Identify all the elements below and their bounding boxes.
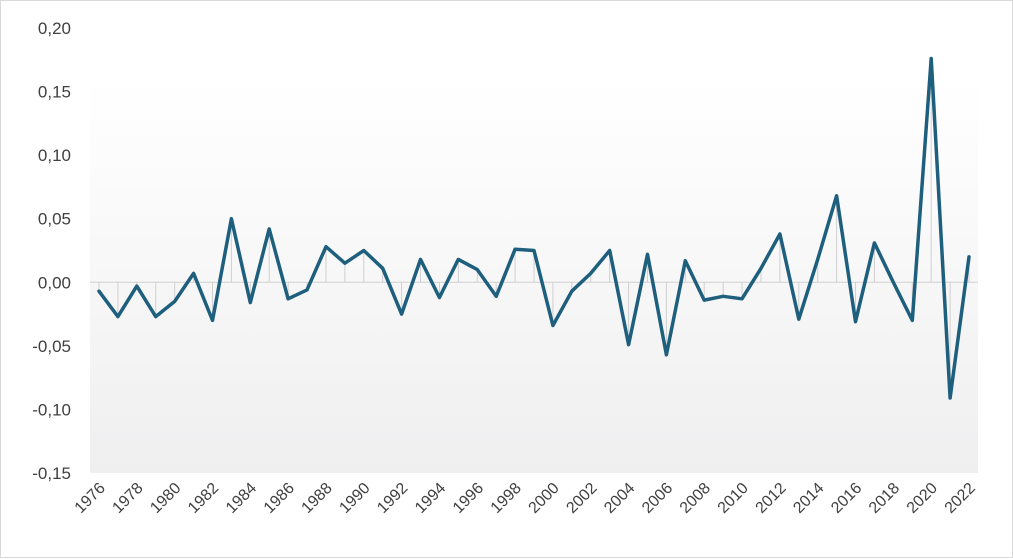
x-tick-label: 2014 — [790, 480, 827, 517]
x-tick-label: 1998 — [488, 480, 525, 517]
y-tick-label: 0,10 — [38, 146, 71, 165]
x-tick-label: 1978 — [109, 480, 146, 517]
x-tick-label: 2016 — [828, 480, 865, 517]
x-tick-label: 1992 — [374, 480, 411, 517]
x-axis: 1976 1978 1980 1982 1984 1986 1988 1990 1992 1994… — [72, 480, 979, 517]
x-tick-label: 1994 — [412, 480, 449, 517]
x-tick-label: 1996 — [450, 480, 487, 517]
y-tick-label: -0,15 — [32, 464, 71, 483]
x-tick-label: 2022 — [942, 480, 979, 517]
x-tick-label: 2004 — [601, 480, 638, 517]
x-tick-label: 2012 — [753, 480, 790, 517]
x-tick-label: 1976 — [72, 480, 109, 517]
x-tick-label: 1990 — [336, 480, 373, 517]
x-tick-label: 1984 — [223, 480, 260, 517]
y-tick-label: 0,00 — [38, 273, 71, 292]
x-tick-label: 1980 — [147, 480, 184, 517]
x-tick-label: 1988 — [299, 480, 336, 517]
x-tick-label: 2010 — [715, 480, 752, 517]
y-tick-label: -0,05 — [32, 337, 71, 356]
x-tick-label: 2000 — [526, 480, 563, 517]
x-tick-label: 1986 — [261, 480, 298, 517]
x-tick-label: 2006 — [639, 480, 676, 517]
y-tick-label: -0,10 — [32, 400, 71, 419]
x-tick-label: 1982 — [185, 480, 222, 517]
x-tick-label: 2002 — [563, 480, 600, 517]
series-line — [97, 56, 971, 400]
x-tick-label: 2018 — [866, 480, 903, 517]
y-tick-label: 0,20 — [38, 19, 71, 38]
y-tick-label: 0,05 — [38, 210, 71, 229]
x-tick-label: 2020 — [904, 480, 941, 517]
y-axis: -0,15 -0,10 -0,05 0,00 0,05 0,10 0,15 0,20 — [32, 19, 71, 483]
x-tick-label: 2008 — [677, 480, 714, 517]
y-tick-label: 0,15 — [38, 83, 71, 102]
